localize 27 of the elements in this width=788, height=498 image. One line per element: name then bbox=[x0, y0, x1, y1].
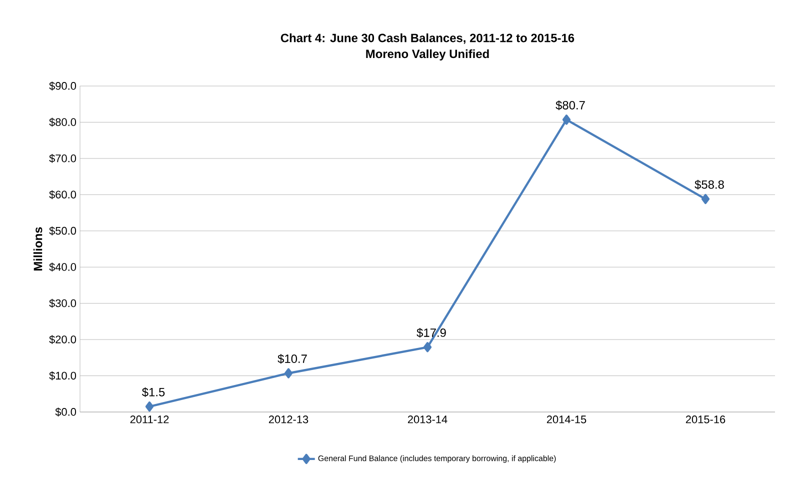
data-label: $1.5 bbox=[142, 387, 165, 398]
data-label: $58.8 bbox=[694, 180, 724, 190]
y-tick-label: $20.0 bbox=[49, 335, 76, 344]
point bbox=[423, 342, 432, 352]
y-tick-label: $50.0 bbox=[49, 226, 76, 236]
point bbox=[284, 368, 293, 378]
chart-title: Chart 4: June 30 Cash Balances, 2011-12 to 2015-16 bbox=[280, 33, 574, 44]
point bbox=[701, 194, 710, 204]
chart-subtitle: Moreno Valley Unified bbox=[366, 49, 489, 61]
x-tick-label: 2012-13 bbox=[268, 416, 308, 424]
x-tick-label: 2015-16 bbox=[686, 416, 726, 424]
x-tick-label: 2013-14 bbox=[408, 416, 448, 424]
x-tick-label: 2011-12 bbox=[130, 416, 169, 424]
y-tick-label: $90.0 bbox=[49, 82, 76, 90]
y-tick-label: $30.0 bbox=[49, 298, 76, 308]
y-tick-label: $60.0 bbox=[49, 190, 76, 200]
point bbox=[145, 401, 154, 412]
point bbox=[562, 114, 571, 125]
y-tick-label: $40.0 bbox=[49, 262, 76, 272]
y-tick-label: $0.0 bbox=[55, 408, 76, 416]
data-label: $80.7 bbox=[556, 100, 585, 110]
y-tick-label: $70.0 bbox=[49, 154, 76, 163]
y-axis-title: Millions bbox=[33, 227, 42, 270]
y-tick-label: $10.0 bbox=[49, 371, 76, 380]
x-tick-label: 2014-15 bbox=[546, 416, 586, 424]
y-tick-label: $80.0 bbox=[49, 118, 76, 127]
data-label: $10.7 bbox=[278, 354, 307, 364]
